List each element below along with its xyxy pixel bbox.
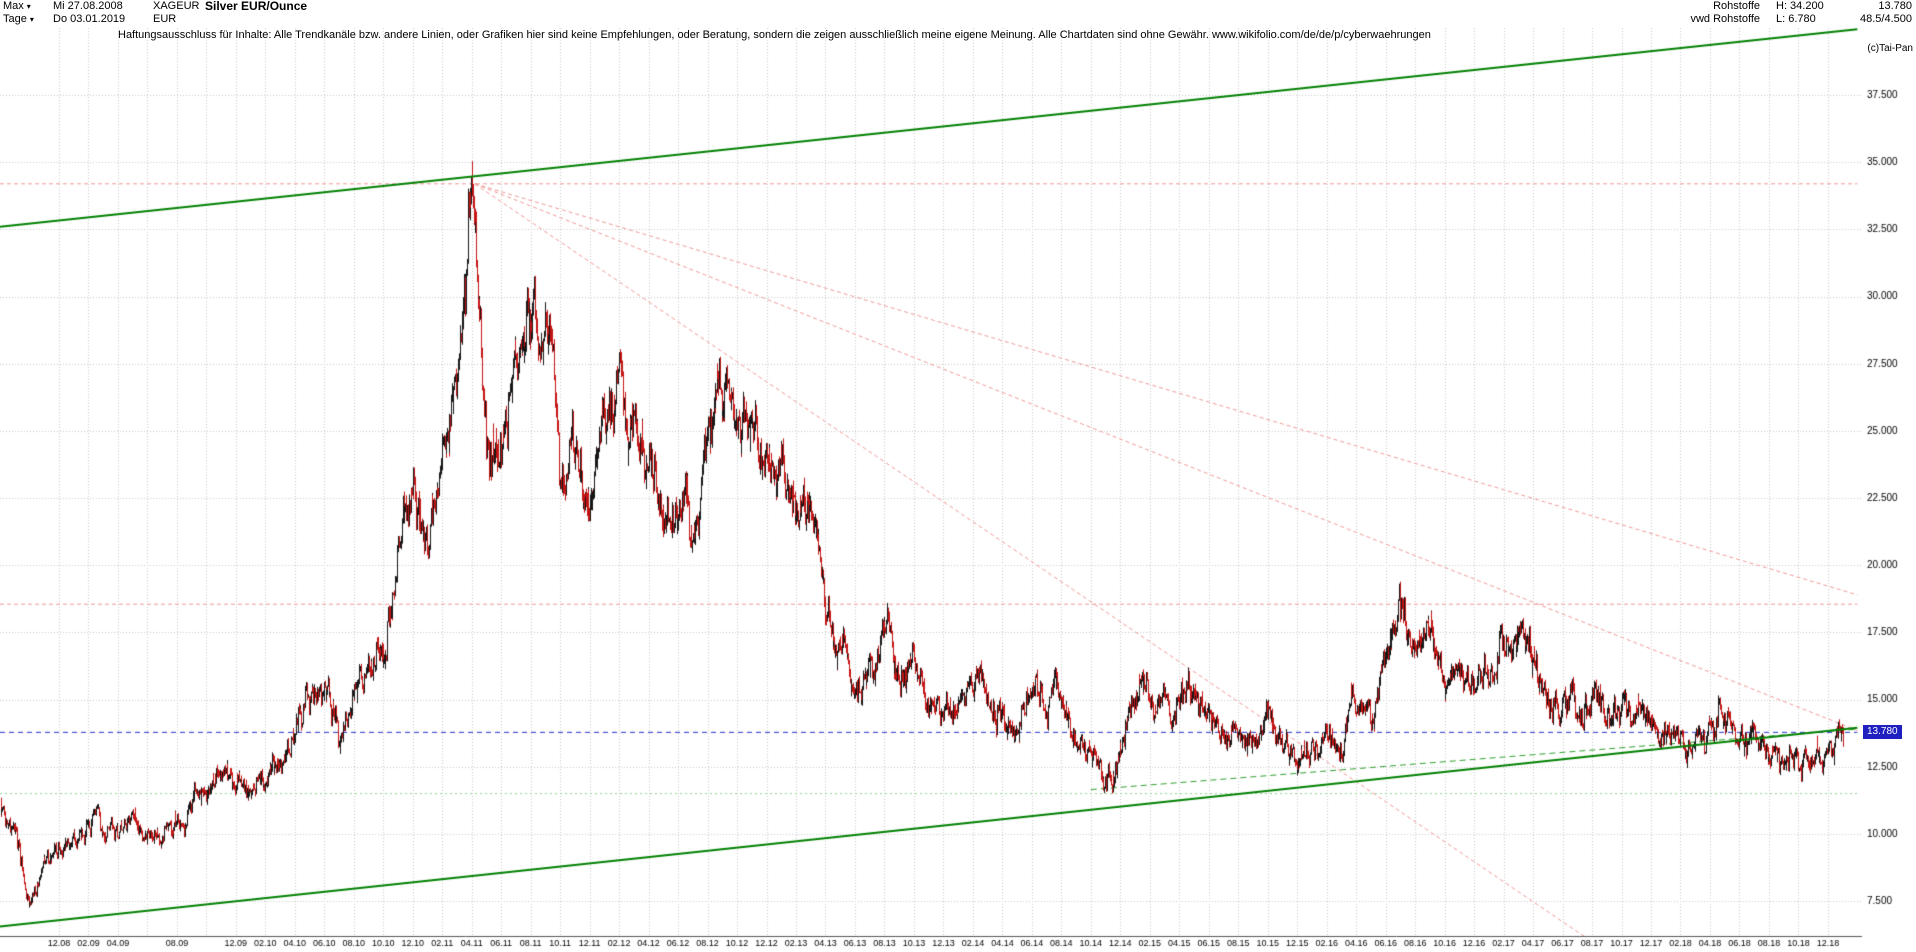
start-date[interactable]: Mi 27.08.2008 (53, 0, 123, 12)
period-low: L: 6.780 (1776, 13, 1816, 25)
last-price-tag: 13.780 (1863, 725, 1902, 740)
symbol: XAGEUR (153, 0, 200, 12)
chevron-down-icon: ▾ (26, 1, 31, 11)
currency: EUR (153, 13, 177, 25)
data-feed: vwd Rohstoffe (1690, 13, 1760, 25)
end-date[interactable]: Do 03.01.2019 (53, 13, 126, 25)
period-high: H: 34.200 (1776, 0, 1824, 12)
quote-value-1: 13.780 (1878, 0, 1912, 12)
copyright-label: (c)Tai-Pan (1867, 43, 1913, 54)
chart-title: Silver EUR/Ounce (205, 0, 308, 13)
disclaimer-text: Haftungsausschluss für Inhalte: Alle Tre… (118, 29, 1431, 41)
chevron-down-icon: ▾ (29, 14, 34, 24)
period-select[interactable]: Tage ▾ (3, 13, 53, 26)
toolbar: Max ▾ Mi 27.08.2008 XAGEUR Silver EUR/Ou… (0, 0, 1916, 27)
range-select-label: Max (3, 0, 24, 12)
instrument-group: Rohstoffe (1713, 0, 1760, 12)
range-select[interactable]: Max ▾ (3, 0, 53, 13)
quote-value-2: 48.5/4.500 (1860, 13, 1912, 25)
period-select-label: Tage (3, 13, 27, 25)
quote-info: Rohstoffe H: 34.200 13.780 vwd Rohstoffe… (1666, 0, 1912, 26)
instrument-header: Max ▾ Mi 27.08.2008 XAGEUR Silver EUR/Ou… (3, 0, 307, 26)
